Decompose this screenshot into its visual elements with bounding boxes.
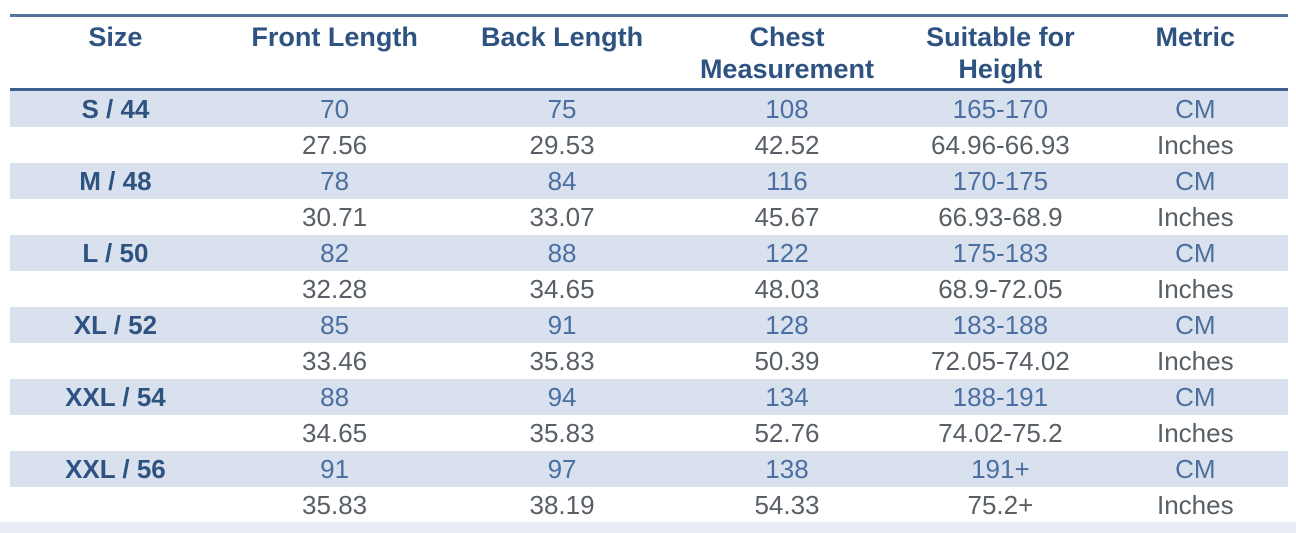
cell-front-length: 34.65 [302,417,368,448]
cell-chest-measurement: 138 [765,453,809,484]
cell-front-length: 33.46 [302,345,368,376]
cell-chest-measurement: 128 [765,309,809,340]
cell-size [10,127,221,163]
cell-suitable-for-height: 66.93-68.9 [938,201,1063,232]
cell-metric: CM [1175,237,1216,268]
cell-front-length: 82 [320,237,350,268]
cell-size: S / 44 [81,93,150,124]
cell-metric: CM [1175,165,1216,196]
cell-suitable-for-height: 188-191 [952,381,1049,412]
col-header-chest-measurement: Chest Measurement [675,15,899,91]
cell-suitable-for-height: 74.02-75.2 [938,417,1063,448]
cell-size: L / 50 [82,237,149,268]
cell-back-length: 35.83 [529,345,595,376]
cell-size: M / 48 [79,165,152,196]
cell-metric: Inches [1157,417,1234,448]
cell-size: XXL / 54 [65,381,166,412]
cell-chest-measurement: 54.33 [754,489,820,520]
header-row: Size Front Length Back Length Chest Meas… [10,15,1288,91]
cell-metric: Inches [1157,129,1234,160]
cell-metric: Inches [1157,201,1234,232]
table-row: 27.56 29.53 42.52 64.96-66.93 Inches [10,127,1288,163]
cell-front-length: 32.28 [302,273,368,304]
cell-suitable-for-height: 183-188 [952,309,1049,340]
cell-chest-measurement: 50.39 [754,345,820,376]
page-bottom-strip [0,522,1296,533]
cell-front-length: 78 [320,165,350,196]
cell-front-length: 88 [320,381,350,412]
table-row: 34.65 35.83 52.76 74.02-75.2 Inches [10,415,1288,451]
cell-back-length: 38.19 [529,489,595,520]
cell-size [10,199,221,235]
cell-suitable-for-height: 64.96-66.93 [930,129,1070,160]
cell-size [10,343,221,379]
cell-suitable-for-height: 165-170 [952,93,1049,124]
table-row: XL / 52 85 91 128 183-188 CM [10,307,1288,343]
table-row: 33.46 35.83 50.39 72.05-74.02 Inches [10,343,1288,379]
cell-metric: Inches [1157,345,1234,376]
table-row: 30.71 33.07 45.67 66.93-68.9 Inches [10,199,1288,235]
cell-back-length: 34.65 [529,273,595,304]
table-row: 35.83 38.19 54.33 75.2+ Inches [10,487,1288,525]
table-row: 32.28 34.65 48.03 68.9-72.05 Inches [10,271,1288,307]
cell-back-length: 97 [547,453,577,484]
col-header-back-length: Back Length [448,15,676,91]
cell-back-length: 75 [547,93,577,124]
cell-chest-measurement: 48.03 [754,273,820,304]
size-chart-table: Size Front Length Back Length Chest Meas… [10,14,1288,526]
cell-back-length: 88 [547,237,577,268]
table-row: M / 48 78 84 116 170-175 CM [10,163,1288,199]
col-header-front-length: Front Length [220,15,449,91]
cell-back-length: 29.53 [529,129,595,160]
cell-size [10,415,221,451]
cell-suitable-for-height: 175-183 [952,237,1049,268]
cell-chest-measurement: 42.52 [754,129,820,160]
col-header-size: Size [10,15,221,91]
cell-back-length: 35.83 [529,417,595,448]
table-row: S / 44 70 75 108 165-170 CM [10,89,1288,127]
cell-chest-measurement: 108 [765,93,809,124]
cell-metric: Inches [1157,273,1234,304]
cell-metric: CM [1175,309,1216,340]
cell-metric: Inches [1157,489,1234,520]
cell-front-length: 85 [320,309,350,340]
table-row: XXL / 54 88 94 134 188-191 CM [10,379,1288,415]
cell-chest-measurement: 134 [765,381,809,412]
cell-suitable-for-height: 75.2+ [967,489,1034,520]
cell-metric: CM [1175,453,1216,484]
cell-chest-measurement: 52.76 [754,417,820,448]
cell-back-length: 91 [547,309,577,340]
cell-metric: CM [1175,381,1216,412]
table-body: S / 44 70 75 108 165-170 CM 27.56 29.53 42.52 64.… [10,89,1288,525]
cell-suitable-for-height: 170-175 [952,165,1049,196]
cell-size [10,271,221,307]
cell-front-length: 27.56 [302,129,368,160]
cell-front-length: 91 [320,453,350,484]
col-header-metric: Metric [1102,15,1288,91]
table-row: L / 50 82 88 122 175-183 CM [10,235,1288,271]
cell-size: XL / 52 [73,309,158,340]
cell-metric: CM [1175,93,1216,124]
cell-front-length: 70 [320,93,350,124]
cell-chest-measurement: 45.67 [754,201,820,232]
cell-size [10,487,221,525]
size-chart-page: Size Front Length Back Length Chest Meas… [10,14,1288,526]
cell-chest-measurement: 122 [765,237,809,268]
cell-front-length: 30.71 [302,201,368,232]
cell-back-length: 84 [547,165,577,196]
table-header: Size Front Length Back Length Chest Meas… [10,15,1288,91]
table-row: XXL / 56 91 97 138 191+ CM [10,451,1288,487]
col-header-suitable-for-height: Suitable for Height [898,15,1103,91]
cell-suitable-for-height: 191+ [971,453,1030,484]
cell-back-length: 33.07 [529,201,595,232]
cell-suitable-for-height: 68.9-72.05 [938,273,1063,304]
cell-chest-measurement: 116 [766,165,808,196]
cell-front-length: 35.83 [302,489,368,520]
cell-size: XXL / 56 [65,453,166,484]
cell-back-length: 94 [547,381,577,412]
cell-suitable-for-height: 72.05-74.02 [930,345,1070,376]
